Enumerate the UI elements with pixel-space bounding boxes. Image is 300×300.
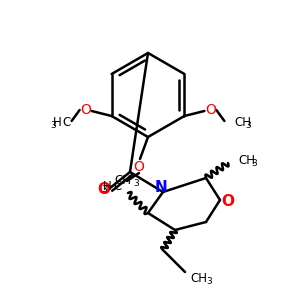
Text: 3: 3 (51, 122, 56, 130)
Text: 3: 3 (206, 278, 212, 286)
Text: O: O (98, 182, 110, 197)
Text: CH: CH (115, 173, 131, 187)
Text: 3: 3 (101, 185, 107, 194)
Text: CH: CH (238, 154, 255, 166)
Text: H: H (53, 116, 62, 130)
Text: O: O (221, 194, 235, 208)
Text: 3: 3 (251, 160, 257, 169)
Text: CH: CH (190, 272, 207, 284)
Text: C: C (62, 116, 71, 130)
Text: CH: CH (234, 116, 251, 130)
Text: C: C (113, 181, 121, 194)
Text: N: N (154, 181, 167, 196)
Text: 3: 3 (245, 122, 251, 130)
Text: O: O (205, 103, 216, 117)
Text: O: O (134, 160, 144, 174)
Text: 3: 3 (133, 178, 139, 188)
Text: H: H (103, 181, 112, 194)
Text: O: O (80, 103, 91, 117)
